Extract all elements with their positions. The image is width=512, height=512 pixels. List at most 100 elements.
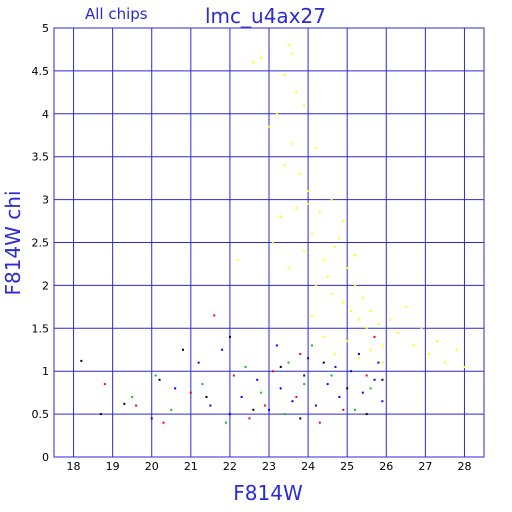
data-point	[275, 112, 278, 115]
x-tick-label: 23	[262, 460, 276, 473]
data-point	[428, 353, 431, 356]
data-point	[213, 314, 216, 317]
data-point	[271, 241, 274, 244]
x-tick-label: 22	[223, 460, 237, 473]
data-point	[314, 284, 317, 287]
y-tick-label: 3.5	[32, 151, 50, 164]
data-point	[322, 335, 325, 338]
data-point	[131, 395, 134, 398]
data-point	[287, 267, 290, 270]
data-point	[369, 387, 372, 390]
data-point	[135, 404, 138, 407]
data-point	[322, 361, 325, 364]
data-point	[318, 421, 321, 424]
data-point	[307, 190, 310, 193]
data-point	[365, 374, 368, 377]
data-point	[295, 395, 298, 398]
data-point	[283, 164, 286, 167]
data-point	[307, 357, 310, 360]
x-axis-label: F814W	[233, 481, 303, 505]
data-point	[369, 310, 372, 313]
y-tick-label: 2.5	[32, 237, 50, 250]
x-tick-label: 20	[145, 460, 159, 473]
data-point	[334, 245, 337, 248]
data-point	[330, 198, 333, 201]
data-point	[311, 314, 313, 317]
x-tick-label: 25	[340, 460, 354, 473]
data-point	[182, 348, 184, 351]
y-tick-label: 5	[42, 22, 49, 35]
data-point	[299, 353, 302, 356]
data-point	[303, 374, 306, 377]
data-point	[377, 323, 380, 326]
data-point	[189, 391, 192, 394]
data-point	[279, 215, 282, 218]
data-point	[330, 292, 333, 295]
chart-subtitle: All chips	[85, 5, 148, 23]
data-point	[357, 357, 360, 360]
data-point	[275, 344, 278, 347]
x-tick-label: 19	[106, 460, 120, 473]
data-point	[381, 344, 384, 347]
y-tick-label: 4.5	[32, 65, 50, 78]
data-point	[354, 254, 356, 257]
chart-title: lmc_u4ax27	[205, 4, 326, 28]
data-point	[283, 413, 286, 416]
data-point	[221, 348, 224, 351]
y-tick-label: 0	[42, 451, 49, 464]
data-point	[201, 383, 204, 386]
data-point	[350, 370, 353, 373]
data-point	[299, 417, 302, 420]
data-point	[225, 421, 227, 424]
data-point	[338, 395, 341, 398]
data-point	[314, 147, 317, 150]
data-point	[350, 310, 353, 313]
plot-frame	[53, 27, 485, 458]
data-point	[103, 383, 106, 386]
data-point	[369, 348, 372, 351]
x-tick-label: 21	[184, 460, 198, 473]
data-point	[158, 378, 161, 381]
data-point	[295, 207, 298, 210]
data-point	[279, 387, 282, 390]
data-point	[397, 331, 399, 334]
y-tick-label: 0.5	[32, 408, 50, 421]
y-tick-label: 3	[42, 194, 49, 207]
data-point	[346, 340, 349, 343]
data-point	[283, 74, 286, 77]
data-point	[236, 258, 239, 261]
data-point	[389, 318, 392, 321]
y-tick-label: 4	[42, 108, 49, 121]
x-tick-label: 26	[379, 460, 393, 473]
data-point	[170, 408, 173, 411]
data-point	[381, 378, 384, 381]
data-point	[373, 378, 376, 381]
data-point	[248, 417, 251, 420]
data-point	[228, 335, 231, 338]
y-tick-label: 1.5	[32, 322, 50, 335]
data-point	[361, 297, 364, 300]
data-point	[365, 327, 368, 330]
data-point	[268, 125, 270, 128]
data-point	[314, 404, 317, 407]
data-point	[244, 365, 247, 368]
data-point	[279, 365, 282, 368]
data-point	[228, 413, 231, 416]
data-point	[291, 52, 294, 55]
data-point	[260, 391, 263, 394]
data-point	[365, 413, 368, 416]
x-tick-label: 18	[67, 460, 81, 473]
data-point	[334, 365, 337, 368]
data-point	[256, 378, 259, 381]
data-point	[342, 408, 345, 411]
data-point	[443, 361, 446, 364]
data-point	[342, 301, 345, 304]
data-point	[318, 211, 321, 214]
data-point	[311, 344, 313, 347]
data-points	[80, 44, 466, 424]
data-point	[209, 404, 212, 407]
data-point	[252, 61, 255, 64]
data-point	[162, 421, 165, 424]
data-point	[205, 395, 208, 398]
data-point	[295, 91, 298, 94]
